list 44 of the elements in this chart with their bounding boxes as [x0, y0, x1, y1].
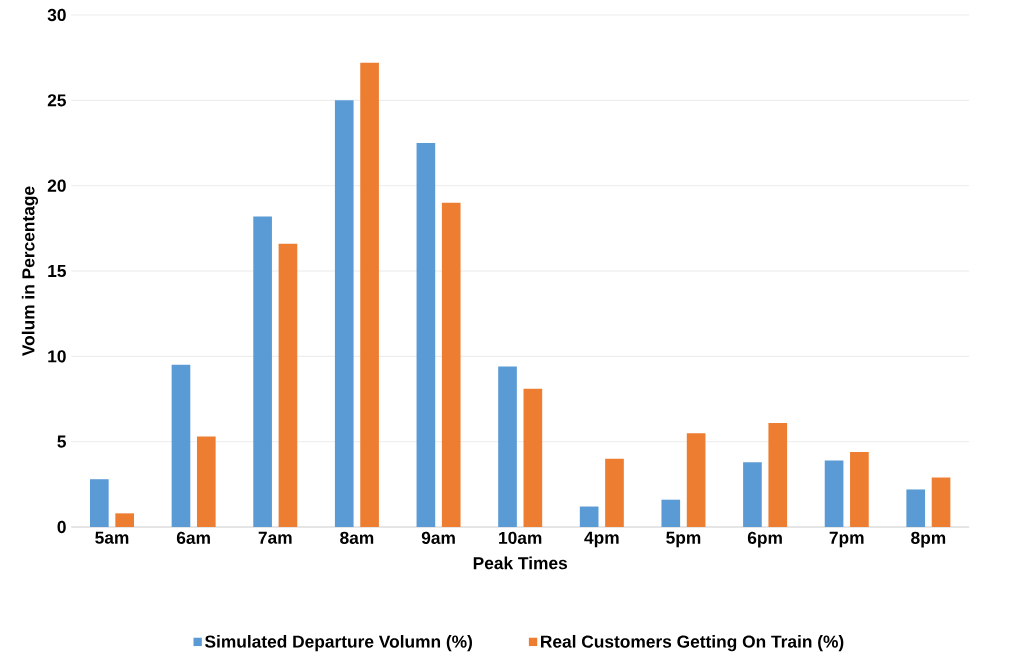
y-tick-label: 15	[48, 264, 66, 278]
bar	[931, 477, 951, 527]
x-tick-label: 8pm	[911, 531, 946, 548]
bar	[906, 489, 926, 527]
bar	[824, 460, 844, 527]
y-axis-title: Volum in Percentage	[21, 186, 39, 356]
bar	[850, 451, 869, 527]
bar	[441, 202, 461, 527]
y-tick-label: 20	[47, 179, 66, 192]
bar	[523, 388, 543, 527]
x-tick-label: 5pm	[666, 531, 701, 548]
x-tick-label: 7am	[258, 531, 292, 544]
bar	[360, 62, 379, 527]
legend-label: Simulated Departure Volumn (%)	[204, 634, 472, 652]
x-tick-label: 6am	[176, 531, 210, 544]
x-tick-label: 8am	[340, 531, 374, 544]
bar	[416, 143, 436, 527]
bar	[90, 479, 109, 527]
y-tick-label: 25	[47, 94, 66, 107]
bar	[253, 216, 272, 527]
x-tick-label: 9am	[421, 531, 455, 544]
legend-label: Real Customers Getting On Train (%)	[541, 634, 844, 652]
x-tick-label: 4pm	[584, 531, 619, 548]
y-tick-label: 5	[57, 435, 66, 448]
x-tick-label: 6pm	[747, 531, 782, 548]
bar	[605, 458, 624, 527]
bar	[768, 422, 788, 527]
y-tick-label: 10	[48, 350, 66, 363]
x-axis-title: Peak Times	[473, 556, 568, 570]
x-tick-label: 10am	[499, 531, 542, 544]
bar	[334, 100, 354, 527]
bar	[498, 366, 517, 527]
y-tick-label: 30	[47, 8, 66, 22]
bar	[686, 433, 706, 527]
bar	[196, 436, 216, 527]
bar	[579, 506, 599, 527]
x-tick-label: 7pm	[829, 531, 864, 548]
bar	[278, 243, 298, 527]
x-tick-label: 5am	[95, 531, 129, 544]
bar	[171, 364, 191, 527]
y-tick-label: 0	[57, 520, 66, 534]
bar	[115, 513, 134, 527]
bar	[661, 499, 681, 527]
bar	[743, 462, 762, 527]
